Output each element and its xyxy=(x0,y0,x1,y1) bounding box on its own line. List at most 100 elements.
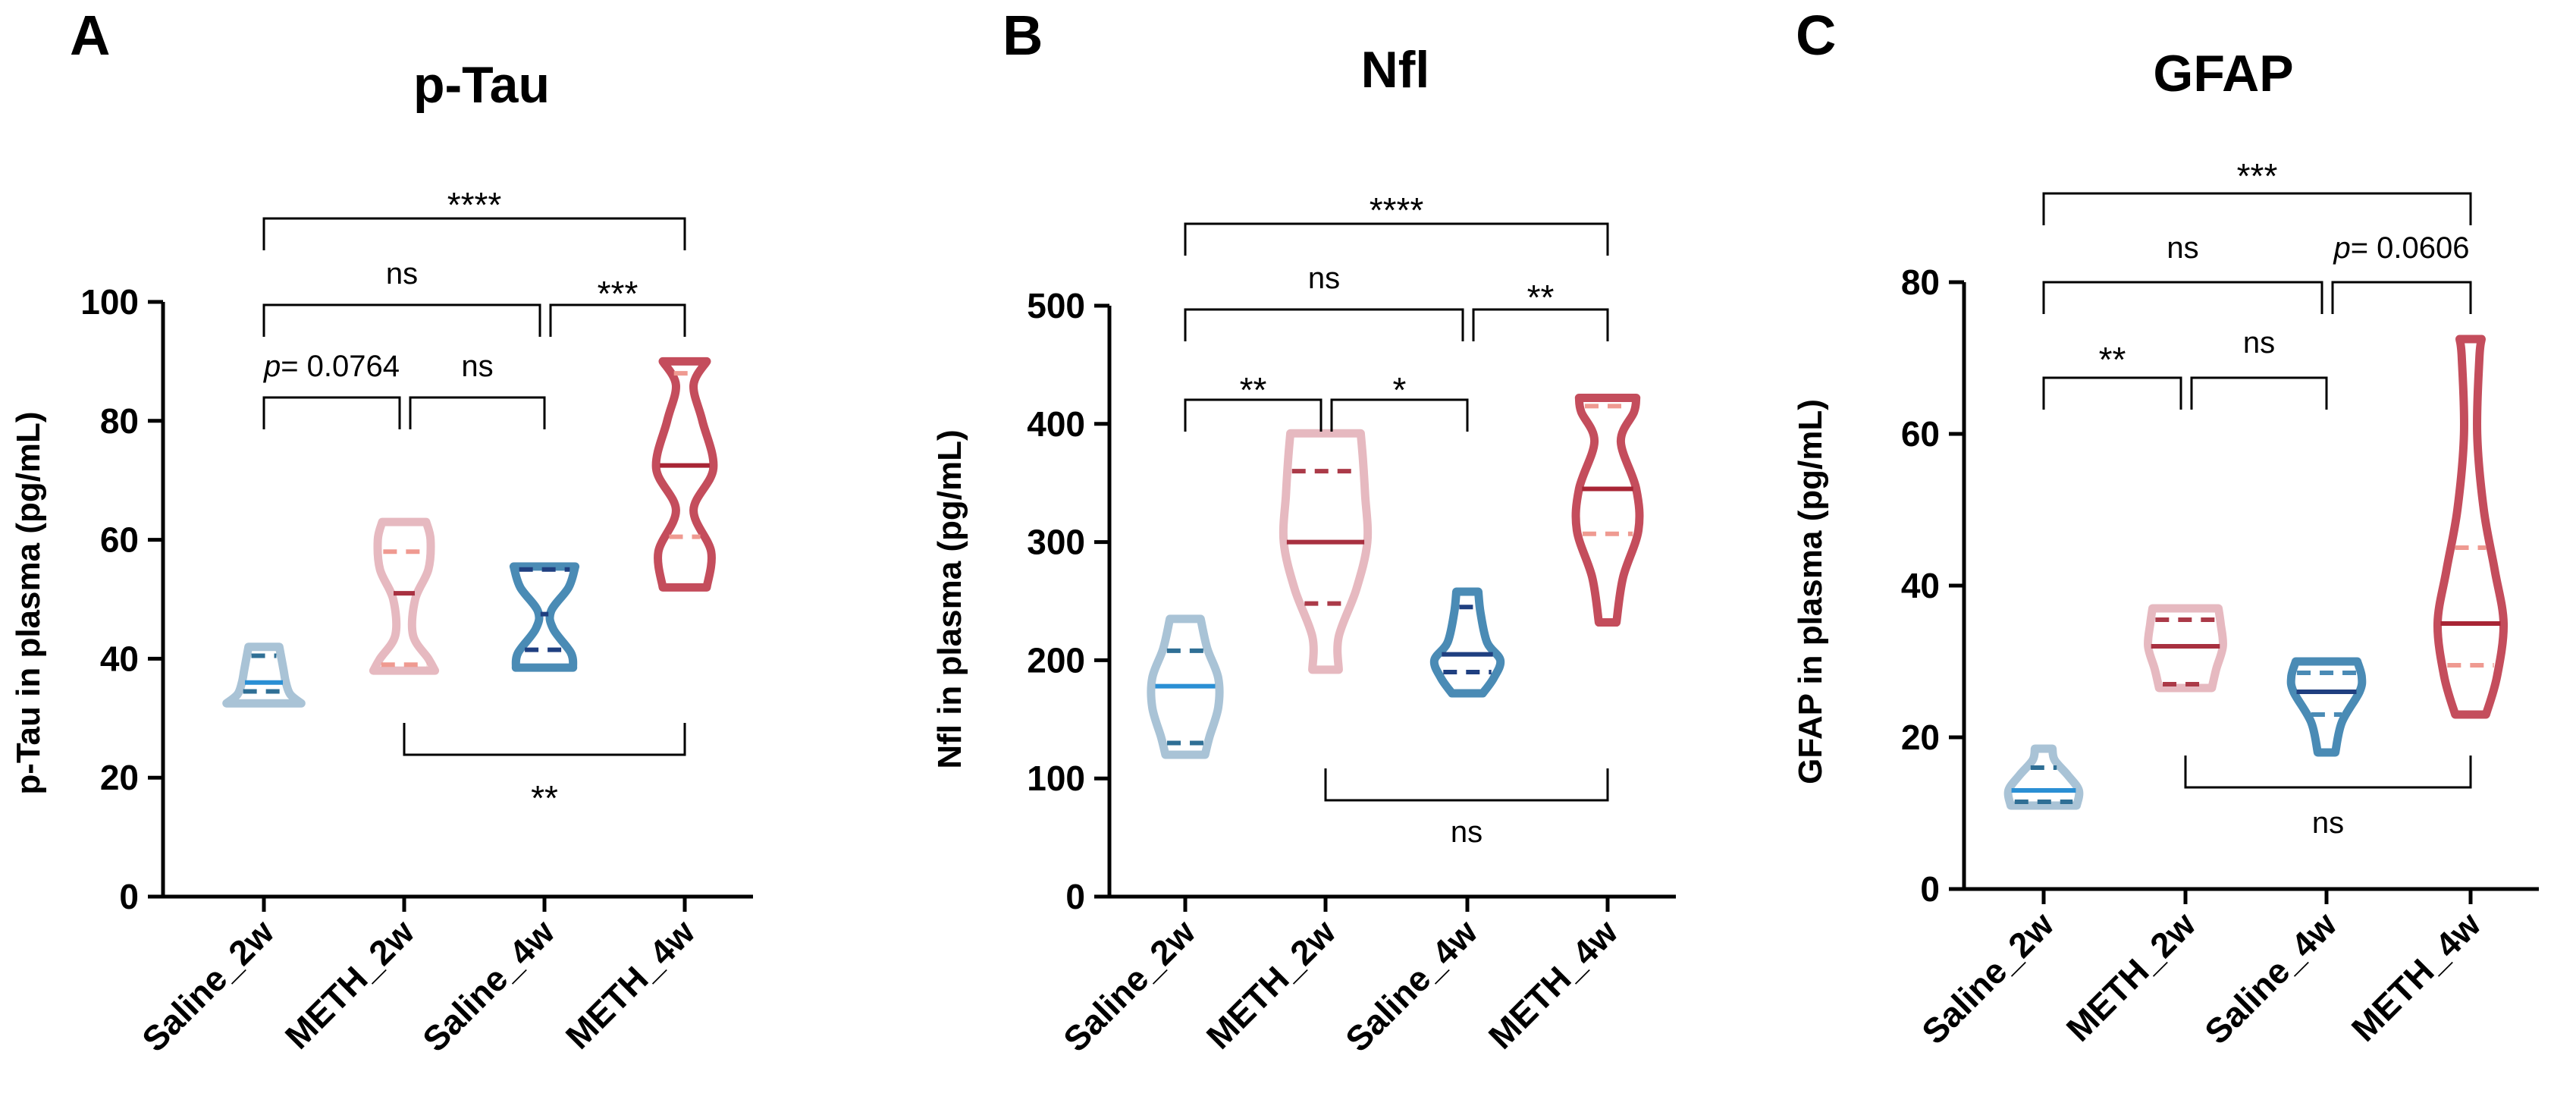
violin-meth-2w xyxy=(369,517,440,675)
significance-bracket: p= 0.0764 xyxy=(262,350,401,429)
significance-bracket: ns xyxy=(2190,326,2328,410)
violin-meth-4w xyxy=(2433,335,2509,719)
y-tick-label: 200 xyxy=(1027,640,1085,680)
significance-bracket: ns xyxy=(409,350,546,429)
significance-label: ns xyxy=(461,350,493,383)
violin-meth-4w xyxy=(1571,394,1644,627)
x-tick-label: METH_2w xyxy=(2059,904,2204,1049)
violin-meth-4w xyxy=(651,357,718,592)
significance-bracket: ns xyxy=(2184,756,2472,840)
violin-saline-2w xyxy=(222,642,306,708)
x-tick-label: Saline_2w xyxy=(1914,904,2061,1051)
x-tick-label: Saline_2w xyxy=(1056,912,1203,1059)
bracket-line xyxy=(1184,308,1464,341)
significance-label: ns xyxy=(2312,806,2344,840)
y-tick-label: 80 xyxy=(100,401,139,441)
significance-bracket: *** xyxy=(2042,156,2472,225)
x-tick-label: Saline_2w xyxy=(134,912,281,1059)
significance-label: *** xyxy=(598,274,639,313)
significance-bracket: ** xyxy=(1184,370,1323,432)
significance-bracket: ns xyxy=(2042,231,2323,314)
y-tick-label: 500 xyxy=(1027,286,1085,325)
bracket-line xyxy=(262,217,686,250)
bracket-line xyxy=(1184,398,1323,432)
panel-b: B Nfl Nfl in plasma (pg/mL) 0 100 200 300 400 50… xyxy=(931,4,1676,1059)
significance-label: p= 0.0606 xyxy=(2333,231,2469,265)
panel-letter: B xyxy=(1002,4,1043,67)
x-tick-label: METH_4w xyxy=(558,912,703,1057)
y-axis-label: p-Tau in plasma (pg/mL) xyxy=(10,411,47,794)
significance-bracket: ** xyxy=(403,723,686,818)
y-tick-label: 0 xyxy=(119,877,139,916)
violin-outline xyxy=(1571,394,1644,627)
p-value-text: = 0.0606 xyxy=(2351,231,2470,265)
significance-label: **** xyxy=(447,185,502,225)
significance-label: p= 0.0764 xyxy=(263,350,400,383)
significance-label: ns xyxy=(1308,262,1340,295)
x-tick-label: METH_4w xyxy=(2344,904,2489,1049)
violin-meth-2w xyxy=(2144,604,2227,693)
x-tick-label: Saline_4w xyxy=(415,912,562,1059)
panel-letter: C xyxy=(1796,4,1836,67)
chart-title: GFAP xyxy=(2153,45,2293,102)
bracket-line xyxy=(1324,768,1609,802)
significance-label: ** xyxy=(1527,278,1555,317)
significance-bracket: ns xyxy=(1324,768,1609,849)
p-value-symbol: p xyxy=(263,350,281,383)
significance-label: **** xyxy=(1370,190,1424,230)
panel-letter: A xyxy=(70,4,110,67)
bracket-line xyxy=(2331,281,2472,314)
violin-outline xyxy=(1429,587,1505,698)
bracket-line xyxy=(409,396,546,429)
violin-outline xyxy=(369,517,440,675)
significance-bracket: * xyxy=(1330,370,1469,432)
p-value-text: = 0.0764 xyxy=(281,350,400,383)
x-tick-label: Saline_4w xyxy=(1338,912,1485,1059)
y-tick-label: 40 xyxy=(100,639,139,678)
bracket-line xyxy=(2042,281,2323,314)
significance-label: ** xyxy=(1240,370,1267,410)
violin-meth-2w xyxy=(1279,429,1373,674)
violin-outline xyxy=(651,357,718,592)
y-tick-label: 100 xyxy=(1027,759,1085,798)
significance-bracket: **** xyxy=(262,185,686,250)
y-tick-label: 60 xyxy=(100,520,139,560)
y-tick-label: 20 xyxy=(100,758,139,797)
violin-outline xyxy=(2286,657,2367,757)
panel-c: C GFAP GFAP in plasma (pg/mL) 0 20 40 60 80 Sali… xyxy=(1792,4,2539,1051)
bracket-line xyxy=(1472,308,1609,341)
significance-bracket: ** xyxy=(2042,340,2182,410)
bracket-line xyxy=(262,303,541,337)
y-tick-label: 80 xyxy=(1901,262,1940,302)
y-axis-label: Nfl in plasma (pg/mL) xyxy=(931,429,968,768)
significance-label: *** xyxy=(2237,156,2278,196)
y-tick-label: 0 xyxy=(1065,877,1085,916)
significance-bracket: p= 0.0606 xyxy=(2331,231,2472,314)
violin-outline xyxy=(2003,744,2084,810)
significance-bracket: ** xyxy=(1472,278,1609,341)
significance-label: ** xyxy=(2099,340,2126,379)
violin-saline-4w xyxy=(2286,657,2367,757)
panel-a: Ap-Tau p-Tau in plasma (pg/mL) 0 20 40 60 80 10… xyxy=(10,4,753,1059)
bracket-line xyxy=(549,303,686,337)
significance-label: ns xyxy=(1451,815,1483,849)
bracket-line xyxy=(1184,222,1609,256)
significance-label: ** xyxy=(531,778,558,818)
x-tick-label: METH_2w xyxy=(1199,912,1344,1057)
significance-bracket: ns xyxy=(1184,262,1464,341)
significance-label: ns xyxy=(2243,326,2275,360)
violin-saline-4w xyxy=(1429,587,1505,698)
bracket-line xyxy=(262,396,401,429)
violin-outline xyxy=(2433,335,2509,719)
violin-saline-2w xyxy=(1147,614,1224,759)
y-tick-label: 40 xyxy=(1901,566,1940,605)
significance-label: * xyxy=(1393,370,1407,410)
x-tick-label: METH_2w xyxy=(278,912,422,1057)
significance-bracket: *** xyxy=(549,274,686,337)
violin-outline xyxy=(1279,429,1373,674)
bracket-line xyxy=(1330,398,1469,432)
y-tick-label: 60 xyxy=(1901,414,1940,454)
violin-saline-4w xyxy=(509,562,580,672)
bracket-line xyxy=(2042,376,2182,410)
